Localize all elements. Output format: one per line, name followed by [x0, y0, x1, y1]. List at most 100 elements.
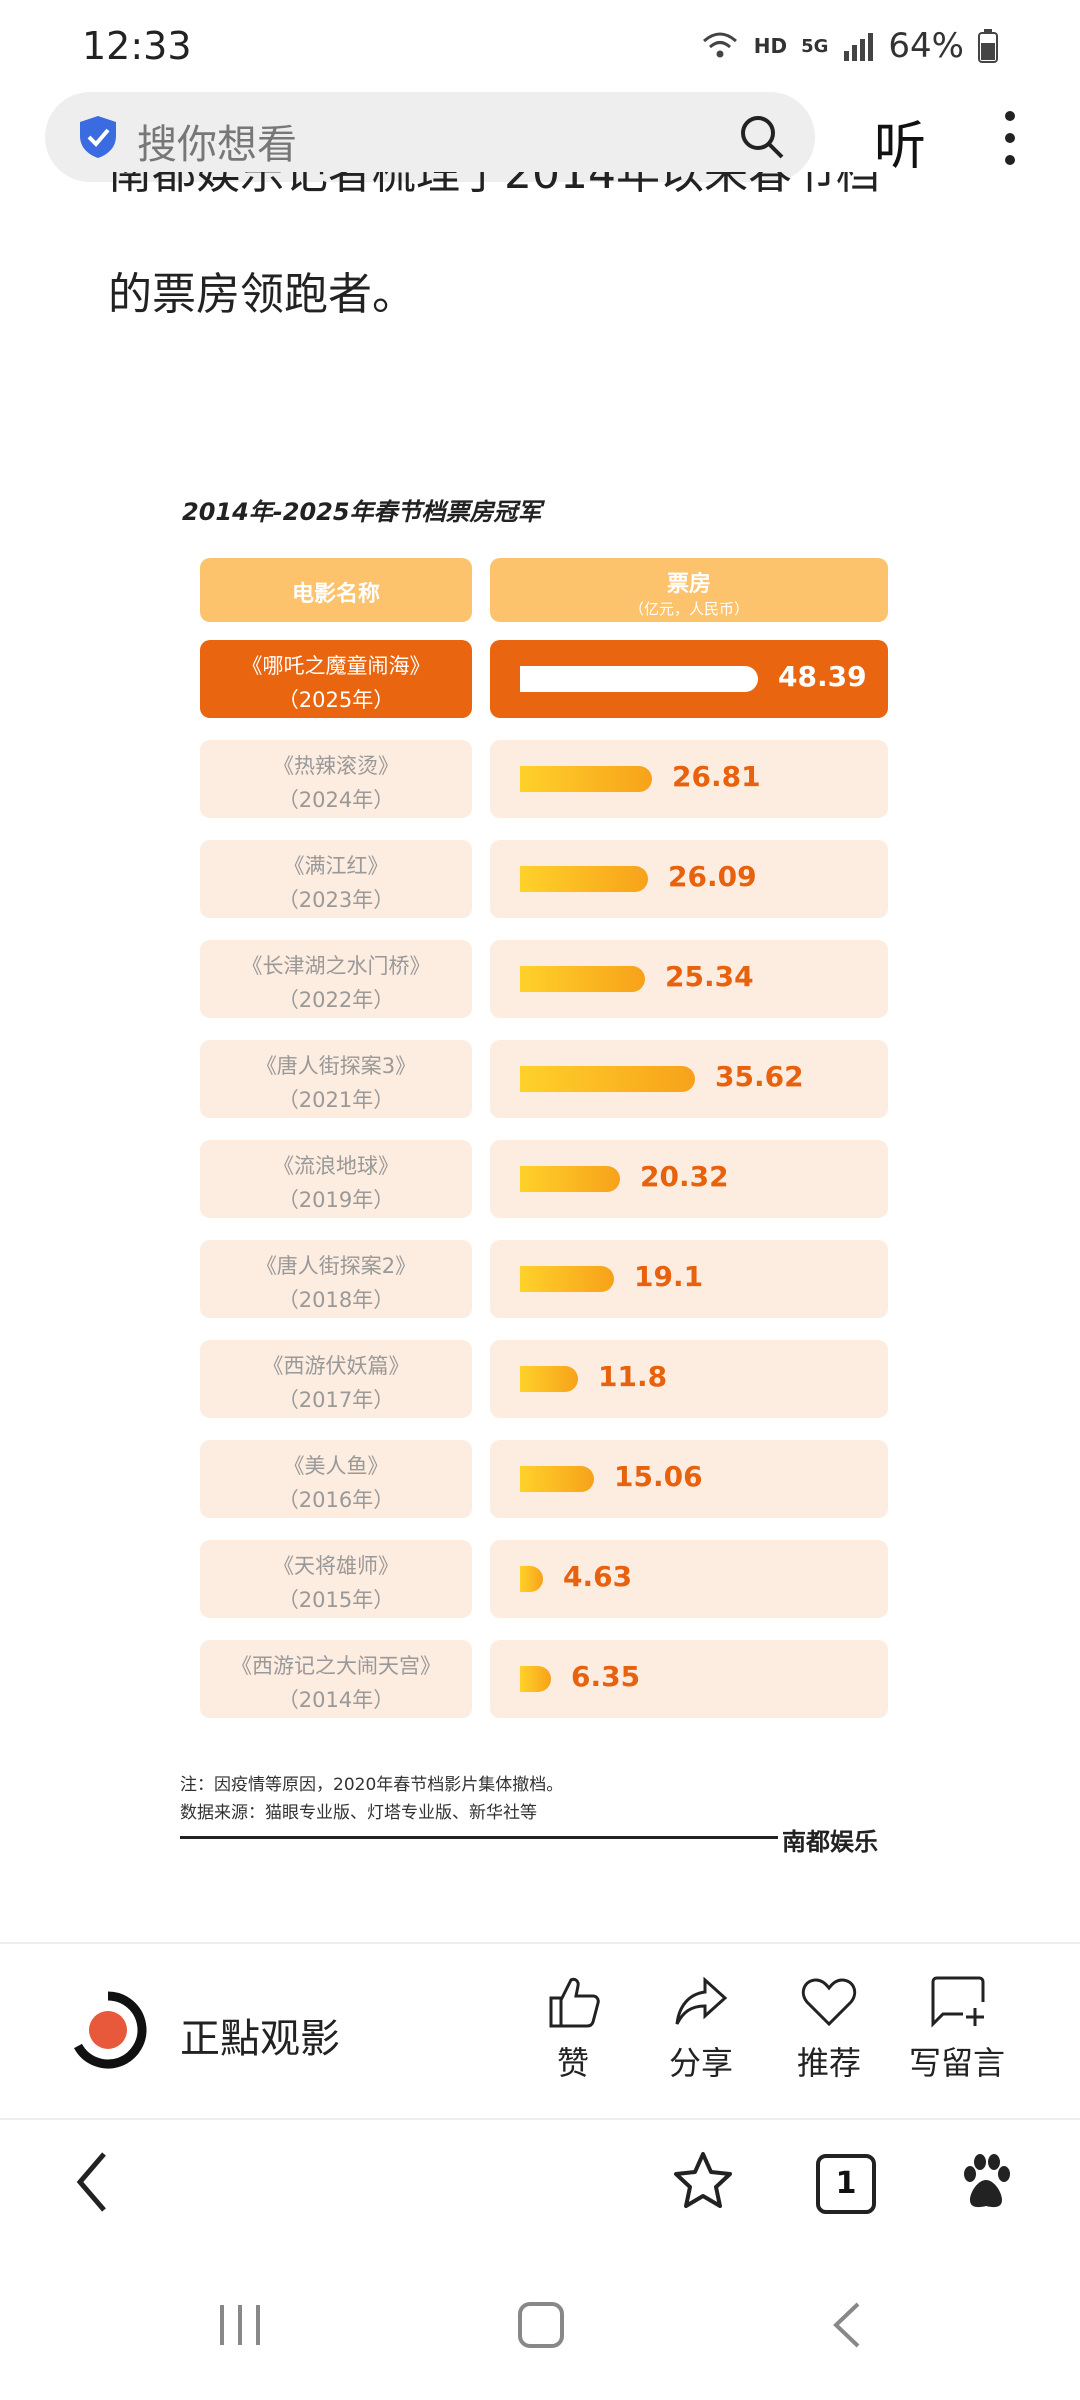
- chart-row: 《天将雄师》 （2015年） 4.63: [200, 1540, 888, 1618]
- bar-value-label: 20.32: [640, 1160, 729, 1193]
- bar-value-label: 35.62: [715, 1060, 804, 1093]
- chart-note: 注：因疫情等原因，2020年春节档影片集体撤档。: [180, 1775, 564, 1795]
- bar-value-label: 25.34: [665, 960, 754, 993]
- chart-row: 《满江红》 （2023年） 26.09: [200, 840, 888, 918]
- box-office-cell: 4.63: [490, 1540, 888, 1618]
- system-back-icon[interactable]: [828, 2300, 864, 2350]
- brand-logo: 南都娱乐: [782, 1828, 878, 1856]
- film-name: 《西游伏妖篇》: [262, 1354, 410, 1378]
- chart-bar: [520, 1566, 543, 1592]
- film-year: （2015年）: [277, 1588, 395, 1612]
- film-cell: 《流浪地球》 （2019年）: [200, 1140, 472, 1218]
- film-year: （2016年）: [277, 1488, 395, 1512]
- film-name: 《满江红》: [283, 854, 389, 878]
- status-time: 12:33: [82, 24, 192, 68]
- thumbs-up-icon: [549, 1977, 600, 2028]
- comment-add-icon: [931, 1976, 985, 2028]
- bar-value-label: 11.8: [598, 1360, 668, 1393]
- bar-value-label: 19.1: [634, 1260, 704, 1293]
- chart-bar: [520, 1366, 578, 1392]
- box-office-cell: 26.81: [490, 740, 888, 818]
- film-year: （2019年）: [277, 1188, 395, 1212]
- status-bar: 12:33 HD 5G 64%: [0, 0, 1080, 90]
- author-avatar[interactable]: [68, 1990, 148, 2070]
- box-office-cell: 15.06: [490, 1440, 888, 1518]
- hd-indicator: HD: [753, 34, 788, 58]
- bar-value-label: 6.35: [571, 1660, 641, 1693]
- box-office-cell: 20.32: [490, 1140, 888, 1218]
- column-header-film: 电影名称: [200, 558, 472, 622]
- comment-button[interactable]: 写留言: [902, 1972, 1012, 2084]
- film-year: （2025年）: [277, 688, 395, 712]
- recent-apps-icon[interactable]: [216, 2300, 264, 2350]
- baidu-paw-icon[interactable]: [958, 2152, 1014, 2212]
- battery-icon: [978, 29, 998, 63]
- recommend-button[interactable]: 推荐: [774, 1972, 884, 2084]
- shield-icon: [80, 116, 116, 158]
- network-indicator: 5G: [801, 35, 829, 57]
- column-header-box-office: 票房 （亿元，人民币）: [490, 558, 888, 622]
- chart-bar: [520, 1266, 614, 1292]
- search-bar[interactable]: 搜你想看: [45, 92, 815, 182]
- chart-row: 《唐人街探案2》 （2018年） 19.1: [200, 1240, 888, 1318]
- divider: [0, 1942, 1080, 1944]
- chart-bar: [520, 666, 758, 692]
- film-name: 《西游记之大闹天宫》: [231, 1654, 441, 1678]
- film-cell: 《长津湖之水门桥》 （2022年）: [200, 940, 472, 1018]
- film-year: （2017年）: [277, 1388, 395, 1412]
- article-text-line: 南都娱乐记者梳理了2014年以来春节档: [108, 172, 880, 199]
- search-icon[interactable]: [737, 112, 787, 162]
- film-cell: 《唐人街探案3》 （2021年）: [200, 1040, 472, 1118]
- divider: [0, 2118, 1080, 2120]
- share-icon: [675, 1976, 728, 2025]
- chart-bar: [520, 1066, 695, 1092]
- share-button[interactable]: 分享: [646, 1972, 756, 2084]
- box-office-cell: 35.62: [490, 1040, 888, 1118]
- film-cell: 《天将雄师》 （2015年）: [200, 1540, 472, 1618]
- film-name: 《长津湖之水门桥》: [241, 954, 431, 978]
- tabs-count-button[interactable]: 1: [816, 2154, 876, 2214]
- film-year: （2018年）: [277, 1288, 395, 1312]
- film-name: 《哪吒之魔童闹海》: [241, 654, 431, 678]
- bar-value-label: 15.06: [614, 1460, 703, 1493]
- film-cell: 《哪吒之魔童闹海》 （2025年）: [200, 640, 472, 718]
- chart-row: 《热辣滚烫》 （2024年） 26.81: [200, 740, 888, 818]
- bar-value-label: 48.39: [778, 660, 867, 693]
- box-office-cell: 19.1: [490, 1240, 888, 1318]
- film-cell: 《唐人街探案2》 （2018年）: [200, 1240, 472, 1318]
- film-name: 《美人鱼》: [283, 1454, 389, 1478]
- chart-title: 2014年-2025年春节档票房冠军: [182, 498, 542, 526]
- home-icon[interactable]: [516, 2300, 566, 2350]
- chart-bar: [520, 1666, 551, 1692]
- box-office-cell: 26.09: [490, 840, 888, 918]
- back-icon[interactable]: [72, 2150, 112, 2214]
- heart-icon: [801, 1978, 857, 2027]
- film-cell: 《西游记之大闹天宫》 （2014年）: [200, 1640, 472, 1718]
- chart-row: 《长津湖之水门桥》 （2022年） 25.34: [200, 940, 888, 1018]
- chart-row: 《唐人街探案3》 （2021年） 35.62: [200, 1040, 888, 1118]
- divider: [180, 1836, 778, 1839]
- film-name: 《流浪地球》: [273, 1154, 399, 1178]
- film-year: （2022年）: [277, 988, 395, 1012]
- chart-bar: [520, 766, 652, 792]
- search-input[interactable]: 搜你想看: [137, 122, 297, 168]
- box-office-cell: 48.39: [490, 640, 888, 718]
- chart-row: 《哪吒之魔童闹海》 （2025年） 48.39: [200, 640, 888, 718]
- film-year: （2024年）: [277, 788, 395, 812]
- more-menu-icon[interactable]: [1000, 108, 1020, 168]
- chart-bar: [520, 966, 645, 992]
- bookmark-star-icon[interactable]: [672, 2150, 734, 2212]
- film-name: 《唐人街探案3》: [255, 1054, 417, 1078]
- article-text-line: 的票房领跑者。: [108, 269, 416, 320]
- film-cell: 《热辣滚烫》 （2024年）: [200, 740, 472, 818]
- battery-percent: 64%: [888, 26, 964, 66]
- chart-row: 《西游记之大闹天宫》 （2014年） 6.35: [200, 1640, 888, 1718]
- film-name: 《热辣滚烫》: [273, 754, 399, 778]
- like-button[interactable]: 赞: [518, 1972, 628, 2084]
- chart-bar: [520, 1166, 620, 1192]
- chart-row: 《西游伏妖篇》 （2017年） 11.8: [200, 1340, 888, 1418]
- box-office-cell: 25.34: [490, 940, 888, 1018]
- film-name: 《唐人街探案2》: [255, 1254, 417, 1278]
- author-name[interactable]: 正點观影: [180, 2016, 340, 2062]
- listen-button[interactable]: 听: [874, 117, 927, 177]
